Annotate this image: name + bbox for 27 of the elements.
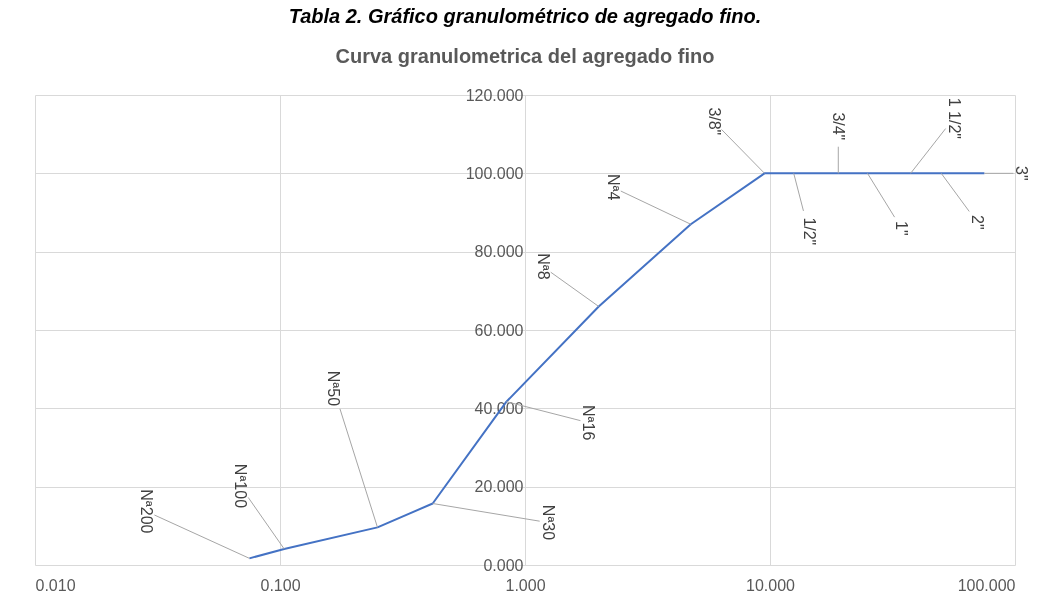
- text: Tabla 2. Gráfico granulométrico de agregado fino.: [288, 5, 762, 27]
- annotation: Nª16: [580, 405, 598, 441]
- y-tick-label: 20.000: [474, 478, 524, 496]
- x-tick-label: 0.010: [35, 576, 76, 594]
- annotation: 2": [969, 215, 987, 230]
- y-tick-label: 0.000: [483, 556, 524, 574]
- annotation: 1 1/2": [945, 97, 963, 139]
- annotation: 3/8": [705, 107, 723, 136]
- x-tick-label: 0.100: [260, 576, 301, 594]
- annotation: Nª8: [534, 253, 552, 280]
- y-tick-label: 100.000: [465, 164, 524, 182]
- y-tick-label: 60.000: [474, 321, 524, 339]
- annotation: Nª50: [325, 370, 343, 407]
- y-tick-label: 80.000: [474, 243, 524, 261]
- annotation: Nª100: [232, 463, 250, 509]
- annotation: 1": [893, 221, 911, 236]
- annotation: 3": [1013, 166, 1031, 181]
- annotation: Nª30: [539, 504, 557, 541]
- annotation: Nª4: [604, 174, 622, 201]
- y-tick-label: 120.000: [465, 86, 524, 104]
- annotation: Nª200: [138, 489, 156, 534]
- x-tick-label: 100.000: [957, 576, 1016, 594]
- chart-title: Curva granulometrica del agregado fino: [335, 45, 715, 67]
- x-tick-label: 1.000: [505, 576, 546, 594]
- x-tick-label: 10.000: [746, 576, 796, 594]
- annotation: 3/4": [830, 112, 848, 141]
- annotation: 1/2": [800, 217, 818, 246]
